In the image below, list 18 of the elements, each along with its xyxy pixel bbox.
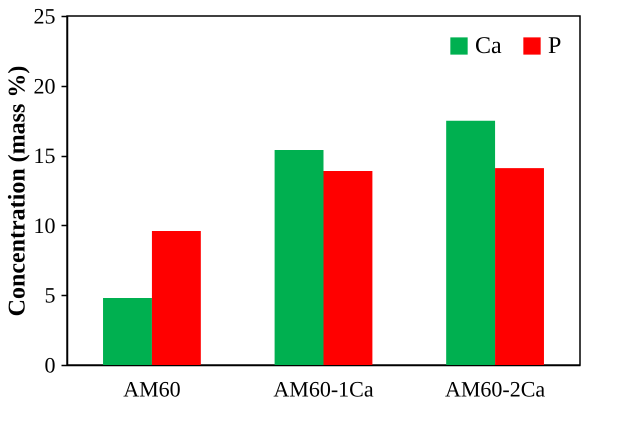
bar (495, 168, 544, 365)
y-tick-label: 25 (34, 4, 56, 28)
bar (446, 120, 496, 365)
y-tick-label: 15 (34, 143, 56, 168)
bar (324, 170, 372, 365)
y-tick-label: 20 (34, 73, 56, 98)
y-tick-label: 10 (34, 212, 56, 238)
bar (152, 230, 201, 365)
legend-label: Ca (475, 33, 502, 59)
x-tick-label: AM60-1Ca (273, 376, 374, 402)
bar (103, 298, 152, 365)
y-tick-label: 5 (44, 282, 56, 308)
x-tick-label: AM60 (123, 376, 181, 402)
legend-label: P (548, 33, 562, 59)
x-tick-label: AM60-2Ca (444, 376, 546, 402)
y-axis-title: Concentration (mass %) (4, 66, 30, 316)
bar (274, 150, 324, 365)
y-tick-label: 0 (44, 352, 56, 378)
